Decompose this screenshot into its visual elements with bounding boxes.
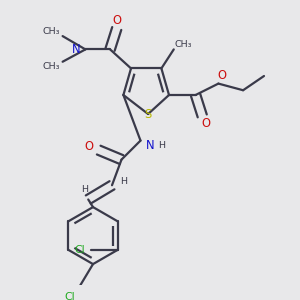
Text: CH₃: CH₃ [43, 27, 60, 36]
Text: Cl: Cl [64, 292, 75, 300]
Text: O: O [112, 14, 121, 27]
Text: Cl: Cl [74, 245, 85, 255]
Text: O: O [85, 140, 94, 153]
Text: O: O [218, 70, 227, 83]
Text: H: H [81, 185, 88, 194]
Text: H: H [120, 177, 127, 186]
Text: S: S [145, 108, 152, 122]
Text: N: N [146, 139, 154, 152]
Text: N: N [72, 43, 80, 56]
Text: CH₃: CH₃ [175, 40, 192, 49]
Text: O: O [202, 117, 211, 130]
Text: CH₃: CH₃ [43, 62, 60, 71]
Text: H: H [158, 141, 165, 150]
